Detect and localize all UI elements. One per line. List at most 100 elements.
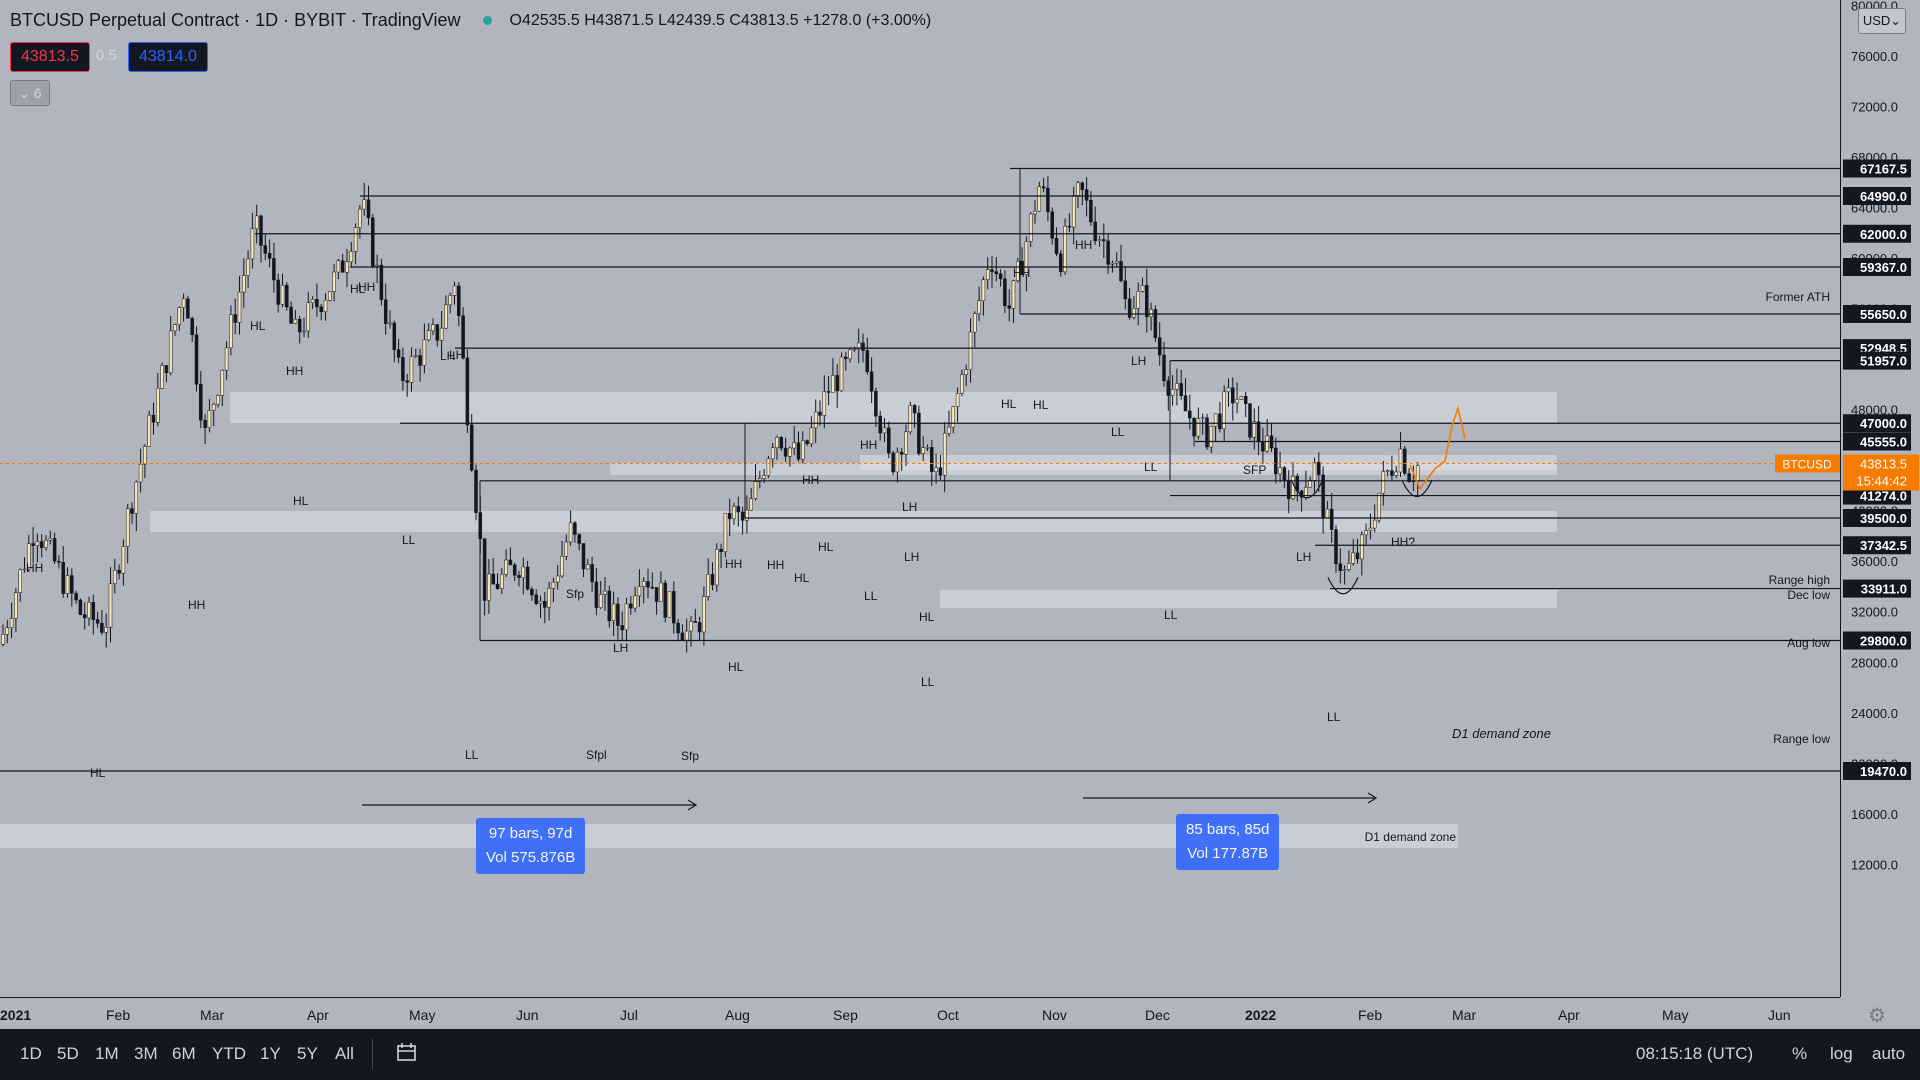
candle-down (74, 592, 78, 601)
calendar-goto-icon[interactable] (396, 1043, 418, 1063)
candle-up (633, 595, 637, 609)
candle-up (555, 575, 560, 583)
candle-up (431, 324, 435, 332)
utc-clock[interactable]: 08:15:18 (UTC) (1636, 1044, 1754, 1063)
candle-down (805, 440, 809, 445)
candle-down (779, 437, 784, 449)
candle-down (783, 447, 788, 457)
candle-down (1218, 413, 1222, 430)
zone (610, 463, 1557, 475)
structure-label: LL (465, 748, 479, 762)
range-button-1m[interactable]: 1M (95, 1044, 119, 1063)
candle-down (1183, 395, 1188, 412)
candle-up (667, 591, 672, 618)
chart-area[interactable]: HH HL HH HL HH HL HH LH LL HL LL LH Sfp Sfpl LH Sfp HH HL… (0, 0, 1840, 997)
candle-up (35, 541, 40, 546)
candle-up (1011, 280, 1016, 309)
auto-scale-toggle[interactable]: auto (1872, 1044, 1906, 1063)
candle-up (706, 574, 710, 597)
candle-down (912, 405, 917, 414)
candle-down (1157, 337, 1162, 356)
candle-down (917, 412, 921, 454)
candle-down (203, 419, 207, 428)
range-button-1d[interactable]: 1D (20, 1044, 42, 1063)
buy-button[interactable]: 43814.0 (128, 42, 208, 72)
candle-down (508, 559, 513, 566)
candle-down (95, 619, 100, 624)
candle-up (1372, 519, 1377, 529)
measure-arrow-head (687, 799, 698, 811)
candle-down (697, 622, 702, 633)
candle-up (564, 541, 569, 557)
candle-down (1020, 260, 1024, 275)
range-button-5d[interactable]: 5D (57, 1044, 79, 1063)
candle-down (646, 581, 650, 588)
candle-down (1166, 380, 1171, 396)
structure-label: LL (1111, 425, 1125, 439)
currency-selector[interactable]: USD⌄ (1858, 8, 1906, 34)
candle-down (1041, 186, 1046, 189)
structure-label: HL (1033, 398, 1049, 412)
candle-down (194, 334, 199, 385)
time-tick-label: 2022 (1245, 1007, 1276, 1023)
candle-up (788, 447, 792, 457)
range-button-6m[interactable]: 6M (172, 1044, 196, 1063)
time-tick-label: Mar (200, 1007, 224, 1023)
structure-label: Sfp (566, 587, 584, 601)
time-tick-label: May (1662, 1007, 1688, 1023)
candle-down (474, 469, 478, 513)
candle-up (702, 596, 706, 633)
structure-label: LH (440, 349, 455, 363)
range-button-all[interactable]: All (335, 1044, 354, 1063)
candle-up (224, 347, 229, 371)
candle-down (891, 452, 895, 473)
candle-up (1360, 534, 1364, 560)
candle-up (138, 463, 143, 483)
log-scale-toggle[interactable]: log (1830, 1044, 1853, 1063)
candle-up (1415, 465, 1420, 481)
chart-canvas[interactable]: HHHLHHHLHHHLHHLHLLHLLLLHSfpSfplLHSfpHHHL… (0, 0, 1840, 997)
candle-down (319, 306, 323, 312)
level-price-box (1843, 186, 1911, 205)
candle-up (1136, 291, 1140, 309)
candle-up (1265, 435, 1269, 452)
measure-box-1[interactable]: 97 bars, 97d Vol 575.876B (476, 818, 586, 874)
gear-icon[interactable]: ⚙ (1868, 1005, 1886, 1027)
candle-up (452, 285, 457, 296)
sell-button[interactable]: 43813.5 (10, 42, 90, 72)
time-axis[interactable]: 2021 Feb Mar Apr May Jun Jul Aug Sep Oct Nov Dec 202… (0, 997, 1840, 1030)
range-button-3m[interactable]: 3M (134, 1044, 158, 1063)
candle-up (229, 314, 233, 349)
candle-up (44, 540, 48, 548)
candle-up (207, 410, 212, 428)
symbol-tag: BTCUSD (1782, 457, 1832, 471)
candle-up (1, 634, 5, 645)
candle-up (1024, 241, 1029, 275)
price-axis[interactable]: 84000.080000.076000.072000.068000.064000… (1840, 0, 1920, 997)
measure-arrow-head (1367, 792, 1378, 804)
level-price-label: 55650.0 (1860, 307, 1907, 322)
candle-up (775, 437, 779, 448)
candle-up (882, 427, 887, 434)
range-button-5y[interactable]: 5Y (297, 1044, 318, 1063)
candle-down (130, 508, 134, 514)
candle-down (1123, 280, 1128, 300)
level-price-label: 37342.5 (1860, 538, 1907, 553)
candle-up (801, 440, 805, 460)
structure-label: HH? (1391, 535, 1415, 549)
indicators-toggle-button[interactable]: ⌄ 6 (10, 80, 50, 106)
measure-box-2[interactable]: 85 bars, 85d Vol 177.87B (1176, 814, 1280, 870)
percent-scale-toggle[interactable]: % (1792, 1044, 1808, 1063)
symbol-title[interactable]: BTCUSD Perpetual Contract · 1D · BYBIT ·… (10, 10, 461, 30)
candle-down (577, 534, 581, 544)
range-button-1y[interactable]: 1Y (260, 1044, 281, 1063)
candle-up (306, 302, 311, 332)
structure-label: HL (1001, 397, 1017, 411)
range-button-ytd[interactable]: YTD (212, 1044, 246, 1063)
axis-tick-label: 72000.0 (1851, 99, 1898, 114)
level-price-label: 33911.0 (1861, 582, 1907, 597)
candle-up (375, 264, 379, 267)
current-price-label: 43813.5 (1860, 456, 1907, 471)
candle-up (246, 258, 250, 276)
candle-down (620, 625, 624, 631)
